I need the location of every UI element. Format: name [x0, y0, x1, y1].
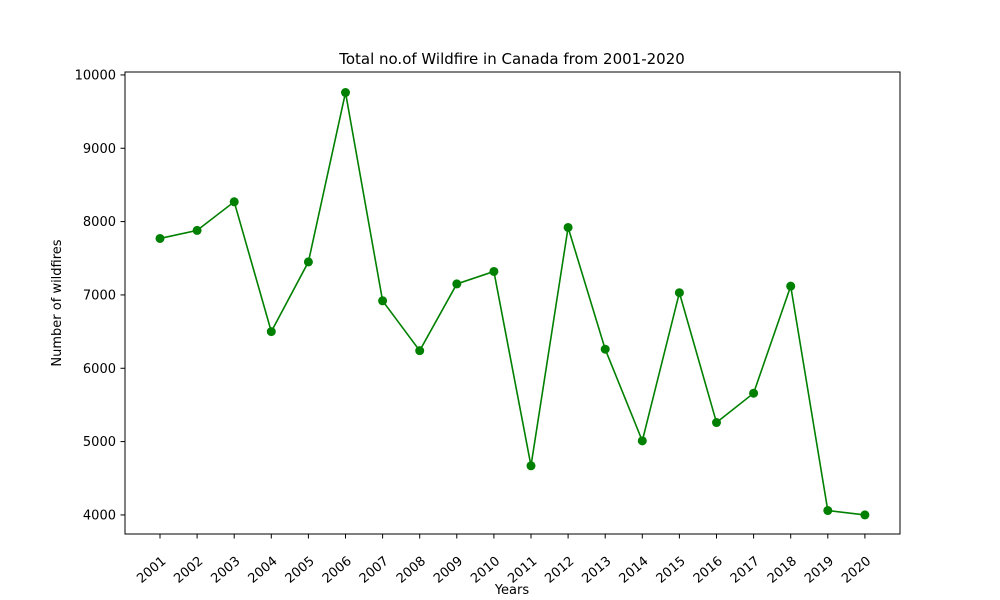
data-point-2015 [674, 288, 684, 298]
x-tick-label: 2014 [617, 554, 652, 587]
y-axis: 4000 5000 6000 7000 8000 9000 10000 [75, 68, 125, 523]
data-point-2014 [637, 436, 647, 446]
y-tick-label: 5000 [83, 435, 116, 450]
series-line [159, 92, 865, 516]
x-tick-label: 2008 [394, 554, 429, 587]
y-tick-label: 6000 [83, 362, 116, 377]
x-tick-label: 2017 [728, 554, 763, 587]
x-axis: 2001 2002 2003 2004 2005 2006 2007 2008 2009 2010… [134, 534, 874, 587]
data-point-2008 [415, 346, 425, 356]
data-point-2007 [378, 296, 388, 306]
data-point-2005 [303, 257, 313, 267]
x-tick-label: 2007 [357, 554, 392, 587]
x-tick-label: 2019 [802, 554, 837, 587]
data-point-2017 [749, 388, 759, 398]
data-point-2016 [712, 418, 721, 428]
x-tick-label: 2009 [431, 554, 466, 587]
x-tick-label: 2011 [505, 554, 540, 587]
x-tick-label: 2018 [765, 554, 800, 587]
series-layer [155, 88, 870, 520]
plot-area-frame [124, 71, 901, 535]
data-point-2011 [526, 461, 536, 471]
data-point-2010 [489, 266, 499, 276]
y-tick-label: 8000 [83, 215, 116, 230]
y-tick-label: 7000 [83, 288, 116, 303]
data-point-2003 [229, 197, 239, 207]
y-tick-label: 10000 [75, 68, 116, 83]
data-point-2019 [823, 506, 833, 516]
x-tick-label: 2020 [839, 554, 874, 587]
x-tick-label: 2002 [171, 554, 206, 587]
x-tick-label: 2004 [246, 554, 281, 587]
data-point-2012 [563, 222, 573, 232]
data-point-2020 [860, 510, 870, 520]
chart-title: Total no.of Wildfire in Canada from 2001… [338, 50, 685, 68]
y-axis-title: Number of wildfires [50, 239, 65, 366]
data-point-2004 [266, 327, 276, 337]
x-tick-label: 2012 [542, 554, 577, 587]
x-tick-label: 2001 [134, 554, 169, 587]
data-point-2018 [786, 281, 796, 291]
x-tick-label: 2013 [579, 554, 614, 587]
y-tick-label: 9000 [83, 142, 116, 157]
x-tick-label: 2010 [468, 554, 503, 587]
x-tick-label: 2005 [283, 554, 318, 587]
data-point-2009 [452, 279, 462, 289]
x-tick-label: 2015 [654, 554, 689, 587]
x-axis-title: Years [494, 583, 530, 598]
x-tick-label: 2016 [691, 554, 726, 587]
y-tick-label: 4000 [83, 508, 116, 523]
data-point-2013 [600, 344, 610, 354]
x-tick-label: 2006 [320, 554, 355, 587]
data-point-2001 [155, 233, 165, 243]
data-point-2002 [192, 225, 202, 235]
data-point-2006 [341, 88, 350, 98]
x-tick-label: 2003 [208, 554, 243, 587]
